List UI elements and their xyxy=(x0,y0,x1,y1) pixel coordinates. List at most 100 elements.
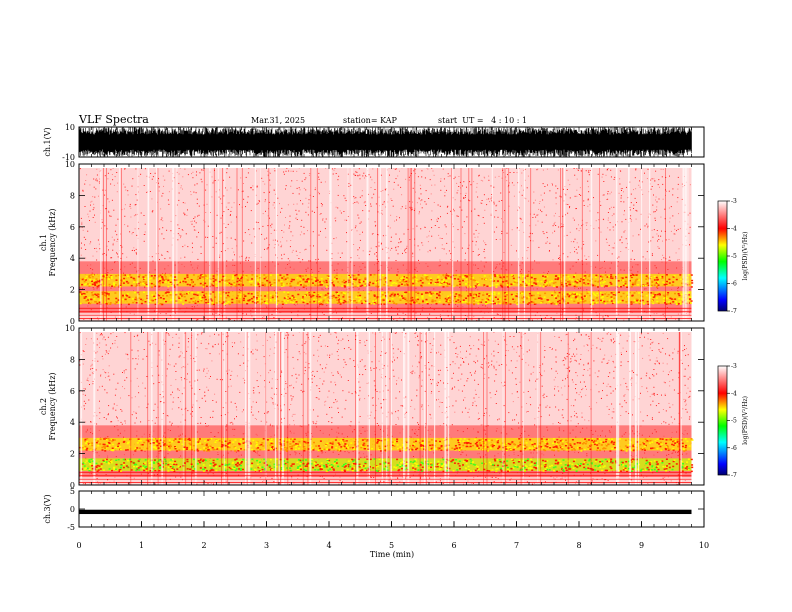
ch1-spectrogram-speckle xyxy=(240,177,242,179)
ch1-spectrogram-band-speckle xyxy=(477,300,479,302)
ch1-spectrogram-band-speckle xyxy=(91,276,94,278)
ch1-spectrogram-speckle xyxy=(283,318,285,320)
ch1-spectrogram-band-speckle xyxy=(510,283,513,286)
ch1-spectrogram-speckle xyxy=(553,223,555,225)
ch1-spectrogram-band-speckle xyxy=(414,274,417,276)
ch1-spectrogram-band-speckle xyxy=(571,279,574,281)
ch1-spectrogram-speckle xyxy=(412,252,414,254)
ch1-spectrogram-speckle xyxy=(439,165,440,166)
ch1-spectrogram-speckle xyxy=(387,225,389,227)
ch1-spectrogram-speckle xyxy=(661,176,663,178)
ch1-spectrogram-speckle xyxy=(314,187,316,189)
ch1-spectrogram-band-speckle xyxy=(486,293,489,295)
ch1-spectrogram-speckle xyxy=(247,196,249,198)
ch1-spectrogram-band-speckle xyxy=(551,280,553,282)
ch1-spectrogram-band-speckle xyxy=(256,298,258,300)
ch1-spectrogram-band-speckle xyxy=(93,298,96,300)
ch1-spectrogram-speckle xyxy=(635,169,637,171)
ch1-spectrogram-band-speckle xyxy=(82,292,85,295)
ch1-spectrogram-speckle xyxy=(576,166,577,167)
ch1-spectrogram-band-speckle xyxy=(342,292,345,294)
ch1-spectrogram-band-speckle xyxy=(327,276,330,279)
ch1-spectrogram-band-speckle xyxy=(572,276,575,278)
ch1-spectrogram-speckle xyxy=(167,199,169,201)
ch1-spectrogram-speckle xyxy=(288,227,290,229)
ch1-spectrogram-band-speckle xyxy=(228,295,231,298)
ch1-spectrogram-speckle xyxy=(384,188,386,190)
ch1-spectrogram-speckle xyxy=(541,221,543,223)
ch1-spectrogram-speckle xyxy=(399,238,400,240)
ch1-spectrogram-speckle xyxy=(160,313,162,314)
ch1-spectrogram-band-speckle xyxy=(302,301,305,304)
ch1-spectrogram-speckle xyxy=(93,186,95,188)
ch1-spectrogram-band-speckle xyxy=(466,275,468,277)
ch1-spectrogram-speckle xyxy=(612,226,614,228)
ch1-spectrogram-speckle xyxy=(635,209,637,211)
ch1-spectrogram-band-speckle xyxy=(273,282,276,284)
ch1-spectrogram-speckle xyxy=(178,228,180,229)
ch1-spectrogram-band-speckle xyxy=(289,282,292,285)
ch2-spectrogram-speckle xyxy=(512,401,514,403)
ch1-spectrogram-band-speckle xyxy=(612,301,615,304)
ch1-spectrogram-speckle xyxy=(506,232,508,234)
ch1-spectrogram-speckle xyxy=(95,179,97,181)
ch1-spectrogram-speckle xyxy=(620,251,622,252)
ch1-spectrogram-speckle xyxy=(80,247,82,249)
ch1-spectrogram-band-speckle xyxy=(662,294,665,297)
ch1-spectrogram-speckle xyxy=(411,166,412,167)
ch1-spectrogram-speckle xyxy=(450,259,451,261)
ch1-spectrogram-speckle xyxy=(660,168,662,170)
ch1-spectrogram-speckle xyxy=(281,244,283,246)
ch2-spectrogram-speckle xyxy=(317,415,319,417)
ch1-spectrogram-speckle xyxy=(531,319,533,321)
ch1-spectrogram-speckle xyxy=(454,176,456,178)
ch1-spectrogram-band-speckle xyxy=(225,297,228,299)
ch1-spectrogram-band-speckle xyxy=(592,301,595,304)
ch1-spectrogram-band-speckle xyxy=(364,285,367,287)
ch1-spectrogram-speckle xyxy=(613,247,615,249)
ch1-spectrogram-band-speckle xyxy=(634,282,637,284)
ch1-spectrogram-speckle xyxy=(501,230,503,232)
ch1-spectrogram-band-speckle xyxy=(500,285,503,288)
ch1-spectrogram-speckle xyxy=(634,177,636,179)
ch1-spectrogram-band-speckle xyxy=(263,284,266,287)
ch1-spectrogram-band-speckle xyxy=(618,285,621,287)
ch1-spectrogram-speckle xyxy=(406,247,408,249)
ch1-spectrogram-band-speckle xyxy=(420,284,423,287)
ch1-spectrogram-speckle xyxy=(439,316,441,318)
ch1-spectrogram-speckle xyxy=(252,189,254,191)
ch1-spectrogram-band-speckle xyxy=(470,286,472,288)
ch1-spectrogram-speckle xyxy=(418,198,420,200)
ch1-spectrogram-speckle xyxy=(540,315,542,317)
ch1-spectrogram-speckle xyxy=(247,172,249,174)
ch1-spectrogram-speckle xyxy=(341,252,343,254)
ch1-spectrogram-band-speckle xyxy=(688,291,691,294)
ch1-spectrogram-speckle xyxy=(464,259,466,261)
ch1-spectrogram-band-speckle xyxy=(616,301,619,304)
ch1-spectrogram-speckle xyxy=(433,174,435,176)
ch1-spectrogram-band-speckle xyxy=(210,299,213,301)
ch2-spectrogram-speckle xyxy=(660,351,662,353)
ch1-spectrogram-speckle xyxy=(131,185,133,187)
ch1-spectrogram-band-speckle xyxy=(98,281,101,283)
ch1-spectrogram-speckle xyxy=(607,168,609,169)
ch1-spectrogram-speckle xyxy=(662,313,664,315)
ch1-spectrogram-band-speckle xyxy=(169,277,172,279)
ch1-spectrogram-band-speckle xyxy=(525,281,528,283)
ch1-spectrogram-band-speckle xyxy=(549,281,551,283)
ch1-spectrogram-speckle xyxy=(607,191,609,192)
ch1-spectrogram-speckle xyxy=(390,240,392,242)
ch1-spectrogram-speckle xyxy=(164,258,166,260)
ch1-spectrogram-speckle xyxy=(263,192,265,194)
ch1-spectrogram-band-speckle xyxy=(252,296,255,298)
ch1-spectrogram-speckle xyxy=(669,221,671,223)
ch1-spectrogram-speckle xyxy=(649,214,651,216)
ch1-spectrogram-band-speckle xyxy=(234,274,237,277)
ch1-spectrogram-speckle xyxy=(151,198,153,200)
ch1-spectrogram-band-speckle xyxy=(325,281,328,284)
ch1-spectrogram-y-tick-label: 4 xyxy=(70,254,75,263)
ch1-spectrogram-speckle xyxy=(318,191,320,193)
ch1-spectrogram-speckle xyxy=(353,196,355,198)
ch1-spectrogram-speckle xyxy=(670,316,672,318)
ch1-spectrogram-band-speckle xyxy=(164,281,167,283)
